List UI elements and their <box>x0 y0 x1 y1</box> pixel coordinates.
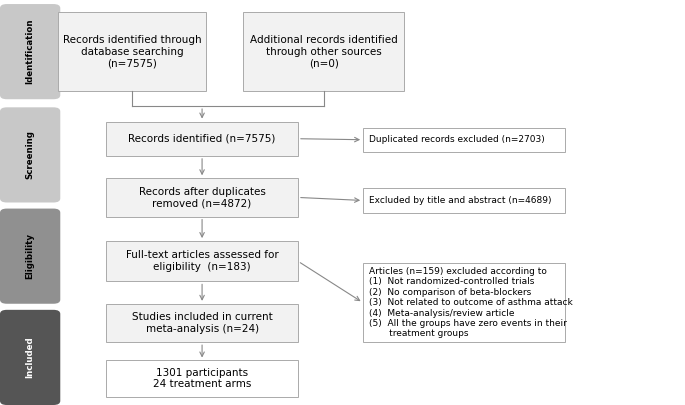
Text: Screening: Screening <box>25 130 35 179</box>
Text: Excluded by title and abstract (n=4689): Excluded by title and abstract (n=4689) <box>369 196 551 205</box>
FancyBboxPatch shape <box>106 304 298 342</box>
FancyBboxPatch shape <box>363 188 565 213</box>
Text: Identification: Identification <box>25 19 35 84</box>
FancyBboxPatch shape <box>243 12 404 91</box>
FancyBboxPatch shape <box>58 12 205 91</box>
Text: Full-text articles assessed for
eligibility  (n=183): Full-text articles assessed for eligibil… <box>126 250 278 272</box>
Text: Included: Included <box>25 337 35 378</box>
Text: Studies included in current
meta-analysis (n=24): Studies included in current meta-analysi… <box>132 312 273 334</box>
Text: Eligibility: Eligibility <box>25 233 35 279</box>
FancyBboxPatch shape <box>363 263 565 342</box>
FancyBboxPatch shape <box>106 241 298 281</box>
FancyBboxPatch shape <box>0 310 60 405</box>
Text: Additional records identified
through other sources
(n=0): Additional records identified through ot… <box>250 35 397 68</box>
Text: Records identified (n=7575): Records identified (n=7575) <box>128 134 276 144</box>
Text: Records after duplicates
removed (n=4872): Records after duplicates removed (n=4872… <box>138 187 266 208</box>
FancyBboxPatch shape <box>363 128 565 152</box>
Text: Duplicated records excluded (n=2703): Duplicated records excluded (n=2703) <box>369 135 545 144</box>
FancyBboxPatch shape <box>0 107 60 202</box>
Text: Articles (n=159) excluded according to
(1)  Not randomized-controlled trials
(2): Articles (n=159) excluded according to (… <box>369 267 572 339</box>
FancyBboxPatch shape <box>106 122 298 156</box>
FancyBboxPatch shape <box>0 209 60 304</box>
FancyBboxPatch shape <box>0 4 60 99</box>
FancyBboxPatch shape <box>106 360 298 397</box>
Text: Records identified through
database searching
(n=7575): Records identified through database sear… <box>62 35 201 68</box>
FancyBboxPatch shape <box>106 178 298 217</box>
Text: 1301 participants
24 treatment arms: 1301 participants 24 treatment arms <box>153 368 251 390</box>
